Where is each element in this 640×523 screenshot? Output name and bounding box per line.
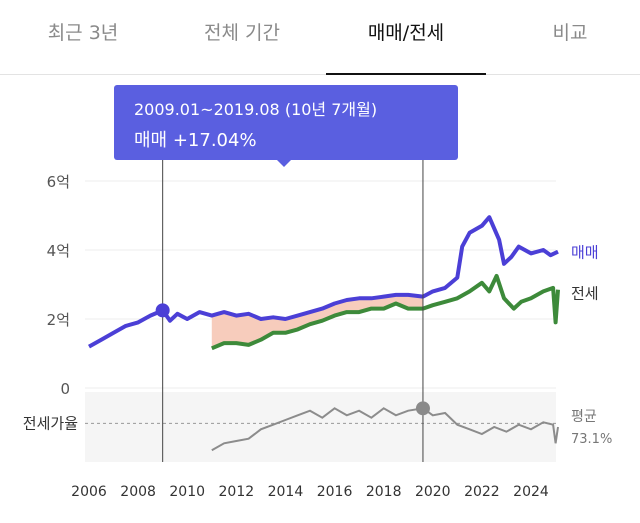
x-tick-label: 2024 [513,484,549,500]
ratio-panel-background [85,392,556,462]
y-tick-label: 6억 [47,173,70,191]
period-tabs: 최근 3년 전체 기간 매매/전세 비교 [0,0,640,75]
ratio-average-label: 평균 [571,409,597,425]
y-tick-label: 2억 [47,311,70,329]
series-line-jeonse [211,273,560,351]
x-tick-label: 2008 [120,484,156,500]
tab-all-period[interactable]: 전체 기간 [204,22,280,44]
tab-compare[interactable]: 비교 [552,22,588,44]
ratio-average-value: 73.1% [571,432,612,447]
series-label-jeonse: 전세 [571,285,599,303]
ratio-end-marker [415,401,430,416]
range-tooltip: 2009.01~2019.08 (10년 7개월) 매매 +17.04% [114,85,458,167]
x-tick-label: 2012 [219,484,255,500]
x-tick-label: 2018 [366,484,402,500]
tooltip-change-text: 매매 +17.04% [134,130,257,151]
tab-recent-3-years[interactable]: 최근 3년 [47,22,119,44]
series-label-sale: 매매 [571,244,599,262]
selection-start-marker [155,303,170,318]
series-line-sale [88,215,559,349]
x-tick-label: 2020 [415,484,451,500]
tooltip-range-text: 2009.01~2019.08 (10년 7개월) [134,100,378,119]
x-tick-label: 2016 [317,484,353,500]
x-tick-label: 2006 [71,484,107,500]
x-tick-label: 2014 [268,484,304,500]
x-tick-label: 2010 [169,484,205,500]
ratio-panel-label: 전세가율 [23,414,78,432]
y-tick-label: 4억 [47,242,70,260]
series-line-ratio [211,407,559,452]
x-tick-label: 2022 [464,484,500,500]
tab-sale-jeonse[interactable]: 매매/전세 [326,0,486,75]
y-tick-label: 0 [60,380,70,398]
